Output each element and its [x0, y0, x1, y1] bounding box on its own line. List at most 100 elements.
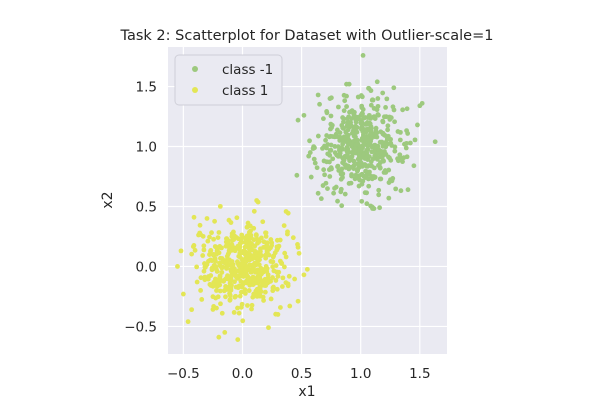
- legend-label-class-neg1: class -1: [222, 62, 273, 78]
- data-point: [328, 133, 333, 139]
- data-point: [387, 155, 392, 161]
- data-point: [348, 123, 354, 129]
- data-point: [432, 139, 438, 145]
- data-point: [357, 158, 363, 164]
- data-point: [257, 252, 262, 258]
- data-point: [249, 302, 255, 308]
- data-point: [371, 143, 377, 148]
- data-point: [407, 140, 413, 146]
- data-point: [242, 291, 248, 296]
- data-point: [401, 155, 407, 161]
- data-point: [337, 134, 343, 140]
- data-point: [390, 176, 396, 181]
- data-point: [256, 239, 262, 244]
- data-point: [332, 185, 337, 191]
- data-point: [374, 107, 380, 113]
- data-point: [346, 181, 352, 186]
- data-point: [340, 125, 346, 131]
- data-point: [211, 251, 217, 257]
- data-point: [198, 232, 203, 237]
- data-point: [227, 297, 233, 302]
- data-point: [374, 134, 380, 140]
- data-point: [328, 113, 334, 119]
- data-point: [341, 116, 347, 122]
- data-point: [271, 268, 277, 274]
- data-point: [328, 166, 334, 171]
- data-point: [229, 282, 234, 288]
- data-point: [217, 203, 223, 209]
- data-point: [255, 199, 261, 205]
- data-point: [200, 253, 206, 258]
- data-point: [390, 104, 396, 110]
- data-point: [235, 259, 240, 265]
- data-point: [194, 279, 200, 285]
- data-point: [228, 220, 234, 225]
- legend: class -1 class 1: [174, 54, 283, 106]
- y-tick-label: 0.5: [136, 199, 157, 215]
- data-point: [301, 272, 307, 278]
- data-point: [251, 264, 256, 270]
- data-point: [263, 234, 269, 239]
- data-point: [308, 174, 314, 180]
- data-point: [258, 289, 264, 294]
- y-axis-label: x2: [100, 191, 116, 208]
- data-point: [210, 307, 216, 312]
- data-point: [211, 236, 217, 242]
- x-tick-label: 1.5: [409, 366, 430, 382]
- data-point: [271, 284, 276, 290]
- data-point: [385, 123, 391, 129]
- data-point: [400, 107, 406, 113]
- data-point: [314, 165, 320, 171]
- legend-label-class-1: class 1: [222, 83, 268, 99]
- data-point: [357, 147, 363, 152]
- data-point: [315, 190, 321, 196]
- data-point: [234, 215, 240, 221]
- data-point: [397, 137, 403, 143]
- data-point: [232, 233, 237, 239]
- data-point: [352, 113, 358, 119]
- data-point: [185, 319, 191, 325]
- data-point: [355, 166, 361, 172]
- data-point: [276, 269, 282, 275]
- data-point: [235, 305, 240, 311]
- data-point: [236, 310, 242, 316]
- data-point: [247, 223, 253, 229]
- data-point: [209, 265, 215, 271]
- data-point: [295, 242, 300, 247]
- data-point: [275, 273, 281, 279]
- data-point: [240, 261, 246, 267]
- data-point: [261, 283, 267, 288]
- data-point: [227, 293, 233, 298]
- data-point: [251, 225, 257, 231]
- data-point: [270, 254, 276, 260]
- data-point: [342, 191, 348, 197]
- data-point: [231, 237, 237, 242]
- data-point: [359, 124, 365, 130]
- data-point: [398, 188, 404, 194]
- data-point: [295, 117, 301, 123]
- data-point: [201, 247, 207, 253]
- x-tick-label: 0.0: [232, 366, 253, 382]
- data-point: [351, 138, 357, 144]
- data-point: [277, 237, 283, 243]
- data-point: [254, 260, 260, 265]
- data-point: [392, 119, 397, 125]
- data-point: [345, 116, 350, 122]
- data-point: [246, 251, 252, 256]
- data-point: [240, 281, 246, 287]
- data-point: [229, 259, 235, 264]
- data-point: [357, 177, 363, 183]
- data-point: [222, 330, 228, 335]
- data-point: [339, 203, 345, 209]
- data-point: [233, 274, 239, 280]
- data-point: [344, 152, 350, 158]
- y-tick-label: 1.0: [136, 140, 157, 156]
- data-point: [259, 271, 264, 277]
- data-point: [369, 163, 375, 169]
- data-point: [239, 232, 245, 238]
- data-point: [237, 241, 243, 247]
- data-point: [341, 108, 347, 114]
- data-point: [276, 243, 282, 249]
- data-point: [207, 282, 213, 287]
- data-point: [340, 141, 346, 147]
